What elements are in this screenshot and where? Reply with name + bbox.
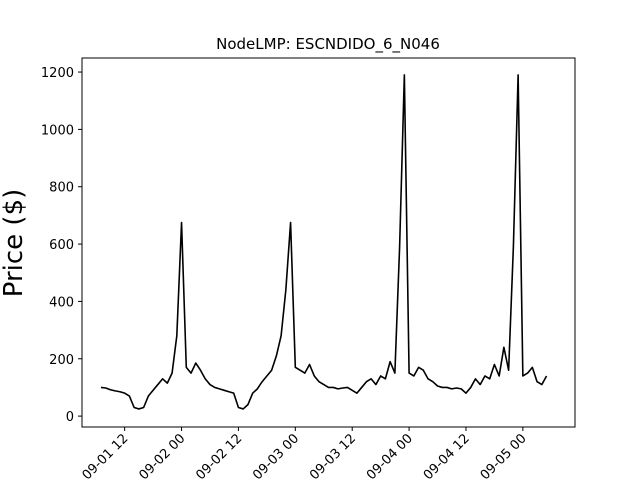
y-tick-label: 1000 <box>41 123 74 138</box>
x-tick-label: 09-01 12 <box>80 431 132 480</box>
chart-title: NodeLMP: ESCNDIDO_6_N046 <box>216 35 440 54</box>
y-tick-label: 0 <box>66 410 74 425</box>
y-tick-label: 1200 <box>41 66 74 81</box>
x-tick-label: 09-03 00 <box>250 431 302 480</box>
plot-frame <box>81 57 576 428</box>
x-tick-label: 09-03 12 <box>307 431 359 480</box>
x-tick-label: 09-02 12 <box>193 431 245 480</box>
y-tick-label: 400 <box>49 295 74 310</box>
x-tick-label: 09-04 12 <box>421 431 473 480</box>
x-tick-label: 09-02 00 <box>136 431 188 480</box>
y-tick-label: 600 <box>49 238 74 253</box>
y-tick-label: 200 <box>49 353 74 368</box>
x-tick-label: 09-05 00 <box>478 431 530 480</box>
x-tick-label: 09-04 00 <box>364 431 416 480</box>
y-axis-label: Price ($) <box>0 189 29 298</box>
y-tick-label: 800 <box>49 181 74 196</box>
price-line <box>100 74 548 410</box>
